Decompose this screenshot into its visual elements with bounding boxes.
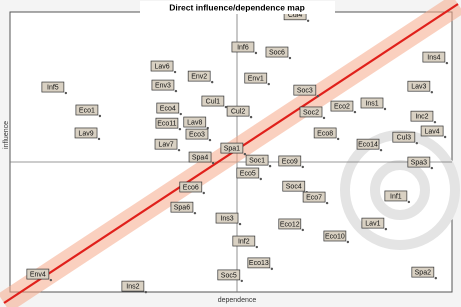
- point-dot: [180, 113, 182, 115]
- point-label: Spa2: [415, 269, 431, 276]
- point-dot: [434, 121, 436, 123]
- point-dot: [323, 117, 325, 119]
- point-label: Eco13: [249, 260, 269, 267]
- point-label: Eco6: [183, 184, 199, 191]
- point-label: Soc3: [297, 87, 313, 94]
- chart: Cul4Inf6Soc6Env1Ins4Lav6Env2Inf5Env3Eco1…: [0, 0, 461, 307]
- point-dot: [307, 20, 309, 22]
- point-dot: [408, 201, 410, 203]
- point-label: Spa3: [411, 159, 427, 166]
- point-dot: [385, 228, 387, 230]
- point-label: Eco10: [325, 233, 345, 240]
- point-dot: [255, 52, 257, 54]
- point-label: Cul2: [231, 108, 246, 115]
- point-dot: [435, 277, 437, 279]
- point-label: Ins1: [365, 100, 378, 107]
- point-label: Eco8: [317, 130, 333, 137]
- y-axis-label: influence: [3, 121, 10, 149]
- point-dot: [178, 149, 180, 151]
- point-label: Lav4: [425, 128, 440, 135]
- point-label: Eco2: [334, 103, 350, 110]
- point-dot: [326, 202, 328, 204]
- point-dot: [269, 165, 271, 167]
- point-label: Soc1: [249, 157, 265, 164]
- point-label: Eco12: [280, 221, 300, 228]
- point-dot: [256, 246, 258, 248]
- point-label: Spa6: [174, 205, 190, 212]
- point-label: Spa4: [192, 154, 208, 161]
- x-axis-label: dependence: [218, 297, 257, 304]
- point-dot: [203, 192, 205, 194]
- point-label: Lav6: [154, 63, 169, 70]
- point-label: Eco4: [160, 105, 176, 112]
- point-label: Eco3: [189, 131, 205, 138]
- point-label: Lav9: [78, 130, 93, 137]
- point-dot: [416, 142, 418, 144]
- point-dot: [145, 291, 147, 293]
- point-label: Inf6: [237, 44, 249, 51]
- point-label: Soc2: [303, 109, 319, 116]
- point-dot: [444, 136, 446, 138]
- point-dot: [175, 90, 177, 92]
- point-dot: [209, 139, 211, 141]
- point-label: Eco9: [282, 158, 298, 165]
- point-dot: [446, 62, 448, 64]
- point-dot: [384, 108, 386, 110]
- point-dot: [260, 178, 262, 180]
- point-dot: [380, 149, 382, 151]
- point-dot: [50, 279, 52, 281]
- point-label: Ins3: [220, 215, 233, 222]
- point-dot: [211, 81, 213, 83]
- point-label: Inf5: [47, 84, 59, 91]
- point-dot: [271, 268, 273, 270]
- point-label: Soc5: [221, 272, 237, 279]
- point-dot: [212, 162, 214, 164]
- point-label: Lav8: [187, 119, 202, 126]
- point-dot: [179, 128, 181, 130]
- point-dot: [289, 57, 291, 59]
- point-dot: [194, 212, 196, 214]
- point-dot: [244, 153, 246, 155]
- point-label: Env4: [30, 271, 46, 278]
- point-label: Cul3: [397, 135, 412, 142]
- point-label: Eco5: [240, 170, 256, 177]
- point-label: Env1: [248, 75, 264, 82]
- point-dot: [431, 167, 433, 169]
- point-label: Eco14: [358, 142, 378, 149]
- point-label: Lav1: [365, 220, 380, 227]
- point-dot: [431, 91, 433, 93]
- point-label: Eco7: [306, 194, 322, 201]
- point-dot: [98, 138, 100, 140]
- point-dot: [65, 92, 67, 94]
- point-label: Env2: [191, 73, 207, 80]
- point-dot: [347, 241, 349, 243]
- point-label: Eco1: [79, 107, 95, 114]
- point-label: Inc2: [415, 114, 428, 121]
- point-dot: [225, 106, 227, 108]
- point-dot: [174, 71, 176, 73]
- point-dot: [354, 111, 356, 113]
- point-dot: [250, 116, 252, 118]
- point-label: Eco11: [157, 121, 176, 128]
- point-label: Lav7: [158, 142, 173, 149]
- point-dot: [268, 83, 270, 85]
- point-label: Inf2: [238, 238, 250, 245]
- point-label: Inf1: [390, 193, 402, 200]
- point-dot: [317, 95, 319, 97]
- point-label: Cul1: [206, 98, 221, 105]
- point-dot: [239, 223, 241, 225]
- point-label: Ins4: [427, 54, 440, 61]
- point-dot: [99, 115, 101, 117]
- point-dot: [337, 138, 339, 140]
- point-dot: [302, 229, 304, 231]
- point-label: Spa1: [224, 145, 240, 152]
- point-label: Lav3: [411, 84, 426, 91]
- point-dot: [241, 280, 243, 282]
- point-label: Ins2: [126, 283, 139, 290]
- point-label: Soc6: [269, 49, 285, 56]
- chart-title: Direct influence/dependence map: [169, 2, 305, 12]
- point-label: Env3: [155, 82, 171, 89]
- point-label: Soc4: [286, 184, 302, 191]
- point-dot: [302, 166, 304, 168]
